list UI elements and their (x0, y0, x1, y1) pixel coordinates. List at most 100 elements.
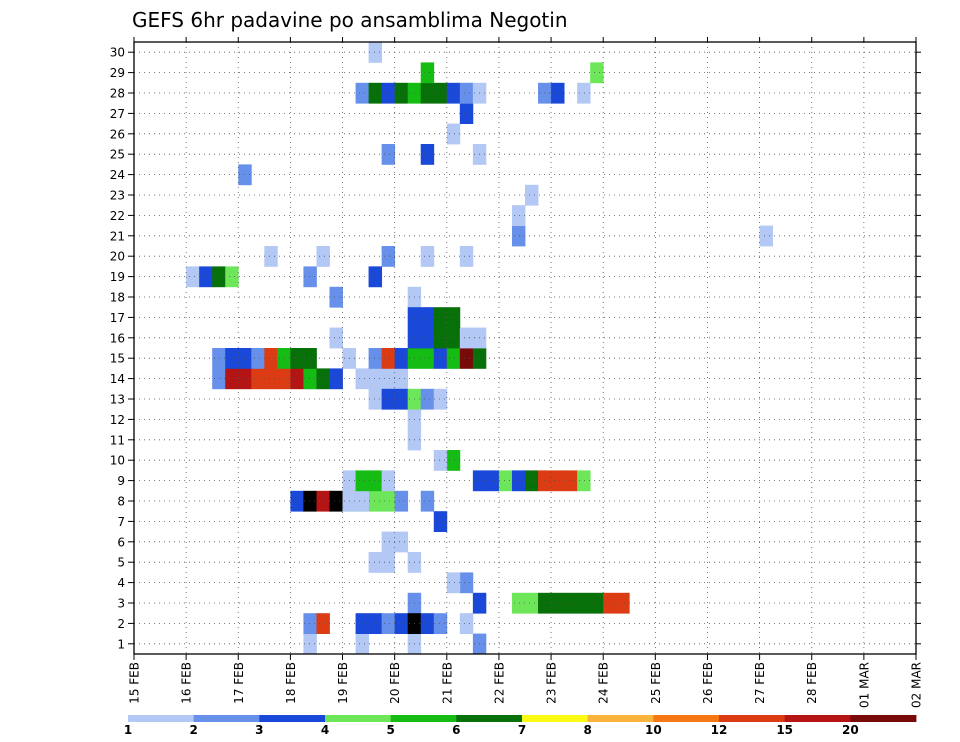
legend-swatch (325, 715, 392, 722)
y-tick-label: 19 (110, 270, 125, 284)
y-tick-label: 30 (110, 46, 125, 60)
y-tick-label: 6 (117, 535, 125, 549)
precip-cell (368, 368, 383, 390)
precip-cell (551, 470, 565, 492)
precip-cell (511, 470, 526, 492)
legend-swatch (587, 715, 654, 722)
precip-cell (394, 531, 409, 553)
precip-cell (577, 82, 591, 104)
precip-cell (420, 307, 435, 328)
precip-cell (394, 82, 409, 104)
x-tick-label: 19 FEB (336, 662, 350, 704)
precip-cell (433, 388, 448, 410)
precip-cell (381, 613, 396, 634)
legend-swatch (193, 715, 260, 722)
x-axis: 15 FEB 16 FEB 17 FEB 18 FEB 19 FEB 20 FEB 21 F… (128, 37, 924, 708)
legend-label: 15 (776, 723, 793, 737)
precip-cell (381, 490, 396, 512)
precip-cell (577, 592, 591, 614)
x-tick-label: 24 FEB (597, 662, 611, 704)
precip-cell (551, 82, 565, 104)
x-tick-label: 16 FEB (180, 662, 194, 704)
y-tick-label: 18 (110, 291, 125, 305)
y-tick-label: 26 (110, 127, 125, 141)
precip-cell (511, 592, 526, 614)
precip-cell (381, 348, 396, 369)
legend-label: 4 (321, 723, 329, 737)
precip-cell (446, 572, 461, 594)
precip-cell (525, 184, 539, 206)
precip-cell (264, 368, 278, 390)
precip-cell (446, 82, 461, 104)
precip-cell (459, 613, 474, 634)
precip-cell (551, 592, 565, 614)
y-tick-label: 11 (110, 433, 125, 447)
precip-cell (394, 613, 409, 634)
precip-cell (420, 246, 435, 267)
x-tick-label: 17 FEB (232, 662, 246, 704)
chart-title: GEFS 6hr padavine po ansamblima Negotin (132, 8, 568, 32)
y-tick-label: 29 (110, 66, 125, 80)
color-legend: 1 2 3 4 5 6 7 8 10 12 15 20 (124, 715, 917, 737)
precip-cell (355, 470, 369, 492)
precip-cell (498, 470, 513, 492)
precip-cell (212, 368, 226, 390)
precip-cell (368, 348, 383, 369)
precip-cell (459, 572, 474, 594)
precip-cell (446, 450, 461, 471)
precip-cell (329, 368, 343, 390)
precip-cell (381, 531, 396, 553)
x-tick-label: 01 MAR (857, 662, 871, 708)
precip-cell (590, 62, 604, 84)
y-tick-label: 3 (117, 597, 125, 611)
y-tick-label: 12 (110, 413, 125, 427)
precip-cell (199, 266, 213, 288)
precip-cell (355, 633, 369, 655)
legend-swatch (522, 715, 589, 722)
precip-cell (394, 490, 409, 512)
precip-cell (433, 82, 448, 104)
precip-cell (316, 613, 330, 634)
precip-cell (290, 368, 304, 390)
legend-label: 20 (842, 723, 859, 737)
gridlines (134, 42, 916, 654)
precip-cell (420, 388, 435, 410)
y-tick-label: 27 (110, 107, 125, 121)
precip-cell (433, 511, 448, 532)
legend-swatch (390, 715, 457, 722)
precip-cell (368, 552, 383, 573)
precip-cell (420, 144, 435, 165)
precip-cell (420, 348, 435, 369)
precip-cell (525, 592, 539, 614)
y-tick-label: 20 (110, 250, 125, 264)
precip-cell (564, 470, 578, 492)
precip-cell (446, 348, 461, 369)
precip-cell (511, 205, 526, 226)
y-tick-label: 25 (110, 148, 125, 162)
precip-cell (251, 348, 265, 369)
legend-swatch (850, 715, 917, 722)
y-tick-label: 15 (110, 352, 125, 366)
precipitation-cells (186, 42, 774, 655)
precip-cell (303, 368, 317, 390)
precip-cell (355, 82, 369, 104)
x-tick-label: 26 FEB (701, 662, 715, 704)
precip-cell (420, 613, 435, 634)
precip-cell (420, 82, 435, 104)
y-tick-label: 28 (110, 87, 125, 101)
precip-cell (420, 490, 435, 512)
precip-cell (459, 82, 474, 104)
x-tick-label: 25 FEB (649, 662, 663, 704)
y-tick-label: 13 (110, 393, 125, 407)
y-tick-label: 14 (110, 372, 125, 386)
precip-cell (511, 225, 526, 247)
precip-cell (316, 368, 330, 390)
y-tick-label: 10 (110, 454, 125, 468)
precip-cell (355, 613, 369, 634)
y-tick-label: 4 (117, 576, 125, 590)
precip-cell (225, 348, 239, 369)
precip-cell (433, 450, 448, 471)
precip-cell (368, 470, 383, 492)
precip-cell (420, 62, 435, 84)
